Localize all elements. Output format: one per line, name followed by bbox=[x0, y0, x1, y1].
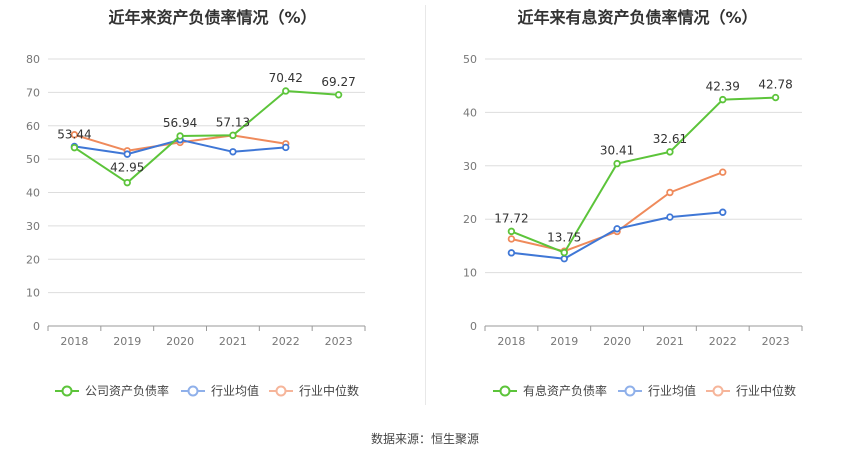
right-x-tick-label: 2021 bbox=[656, 335, 684, 348]
right-x-tick-label: 2019 bbox=[550, 335, 578, 348]
right-y-tick-label: 20 bbox=[463, 213, 477, 226]
right-series-point-0 bbox=[507, 227, 516, 236]
right-series-point-1 bbox=[613, 225, 621, 233]
left-x-tick-label: 2021 bbox=[219, 335, 247, 348]
right-data-label: 13.75 bbox=[547, 231, 581, 245]
right-series-point-0 bbox=[666, 148, 674, 156]
left-x-tick-label: 2018 bbox=[60, 335, 88, 348]
left-y-tick-label: 10 bbox=[26, 287, 40, 300]
left-series-point-1 bbox=[123, 150, 131, 158]
left-y-tick-label: 60 bbox=[26, 120, 40, 133]
right-legend-swatch-marker bbox=[499, 385, 511, 397]
right-legend-swatch-marker bbox=[624, 385, 636, 397]
left-data-label: 57.13 bbox=[216, 115, 250, 129]
left-series-point-0 bbox=[123, 178, 131, 187]
right-legend-label: 行业均值 bbox=[648, 383, 696, 398]
right-data-label: 42.78 bbox=[758, 78, 792, 92]
right-x-tick-label: 2022 bbox=[709, 335, 737, 348]
left-x-tick-label: 2020 bbox=[166, 335, 194, 348]
right-series-point-0 bbox=[613, 159, 621, 168]
left-chart-title: 近年来资产负债率情况（%） bbox=[108, 8, 317, 27]
left-data-label: 70.42 bbox=[269, 71, 303, 85]
right-series-point-2 bbox=[507, 235, 516, 243]
data-source-note: 数据来源：恒生聚源 bbox=[370, 432, 479, 446]
right-data-label: 30.41 bbox=[600, 144, 634, 158]
left-legend-label: 行业中位数 bbox=[299, 383, 359, 398]
left-x-tick-label: 2022 bbox=[272, 335, 300, 348]
left-data-label: 69.27 bbox=[321, 75, 355, 89]
right-series-line-2 bbox=[511, 171, 724, 253]
left-y-tick-label: 80 bbox=[26, 53, 40, 66]
right-series-point-1 bbox=[719, 208, 727, 216]
right-legend-label: 有息资产负债率 bbox=[523, 383, 607, 398]
right-chart-title: 近年来有息资产负债率情况（%） bbox=[517, 8, 758, 27]
right-legend-label: 行业中位数 bbox=[736, 383, 796, 398]
right-series-point-1 bbox=[507, 249, 516, 257]
left-legend-label: 公司资产负债率 bbox=[85, 383, 169, 398]
left-y-tick-label: 50 bbox=[26, 153, 40, 166]
left-data-label: 53.44 bbox=[57, 128, 91, 142]
left-series-point-1 bbox=[282, 143, 290, 152]
left-series-point-1 bbox=[229, 148, 237, 156]
left-y-tick-label: 70 bbox=[26, 86, 40, 99]
left-data-label: 42.95 bbox=[110, 161, 144, 175]
right-y-tick-label: 40 bbox=[463, 106, 477, 119]
right-x-tick-label: 2020 bbox=[603, 335, 631, 348]
right-series-point-0 bbox=[719, 95, 727, 104]
left-series-line-0 bbox=[73, 90, 339, 184]
right-y-tick-label: 0 bbox=[470, 320, 477, 333]
right-series-point-1 bbox=[560, 255, 568, 263]
left-x-tick-label: 2019 bbox=[113, 335, 141, 348]
right-series-point-2 bbox=[719, 168, 727, 176]
left-series-point-0 bbox=[282, 87, 290, 95]
right-series-point-2 bbox=[666, 188, 674, 197]
left-y-tick-label: 40 bbox=[26, 187, 40, 200]
left-y-tick-label: 0 bbox=[33, 320, 40, 333]
left-y-tick-label: 30 bbox=[26, 220, 40, 233]
right-y-tick-label: 30 bbox=[463, 160, 477, 173]
right-series-point-1 bbox=[666, 213, 674, 221]
right-series-point-0 bbox=[560, 248, 568, 257]
right-data-label: 42.39 bbox=[706, 80, 740, 94]
left-legend-swatch-marker bbox=[187, 385, 199, 397]
left-series-point-0 bbox=[334, 91, 343, 99]
right-data-label: 17.72 bbox=[494, 211, 528, 225]
right-legend-swatch-marker bbox=[712, 385, 724, 397]
left-series-point-0 bbox=[176, 132, 184, 140]
right-y-tick-label: 50 bbox=[463, 53, 477, 66]
left-series-point-0 bbox=[70, 143, 79, 152]
left-legend-label: 行业均值 bbox=[211, 383, 259, 398]
right-series-line-0 bbox=[511, 96, 776, 254]
panel-divider bbox=[425, 5, 426, 405]
left-data-label: 56.94 bbox=[163, 116, 197, 130]
left-y-tick-label: 20 bbox=[26, 253, 40, 266]
right-series-point-0 bbox=[771, 93, 780, 102]
left-legend-swatch-marker bbox=[61, 385, 73, 397]
left-series-point-2 bbox=[70, 131, 79, 139]
left-x-tick-label: 2023 bbox=[325, 335, 353, 348]
left-legend-swatch-marker bbox=[275, 385, 287, 397]
right-data-label: 32.61 bbox=[653, 132, 687, 146]
left-series-point-0 bbox=[229, 131, 237, 140]
right-x-tick-label: 2018 bbox=[497, 335, 525, 348]
right-y-tick-label: 10 bbox=[463, 267, 477, 280]
right-x-tick-label: 2023 bbox=[762, 335, 790, 348]
